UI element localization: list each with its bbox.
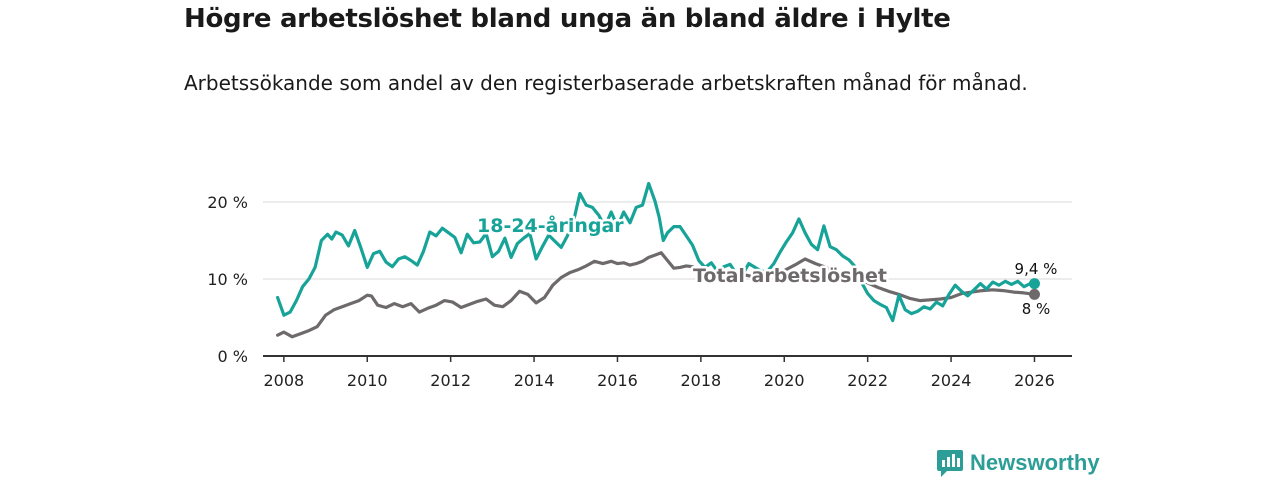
y-tick-label: 10 % xyxy=(207,270,248,289)
y-axis-labels: 0 % 10 % 20 % xyxy=(207,193,248,366)
x-tick-label: 2020 xyxy=(764,371,805,390)
end-value-label-18-24: 9,4 % xyxy=(1015,260,1058,278)
newsworthy-logo[interactable]: Newsworthy xyxy=(936,448,1100,478)
x-tick-label: 2010 xyxy=(347,371,388,390)
x-tick-label: 2008 xyxy=(263,371,304,390)
y-tick-label: 20 % xyxy=(207,193,248,212)
series-label-18-24: 18-24-åringar xyxy=(477,213,624,237)
newsworthy-logo-icon xyxy=(937,450,963,477)
chart-subtitle: Arbetssökande som andel av den registerb… xyxy=(184,71,1028,95)
series-line-1 xyxy=(276,251,1037,339)
x-tick-label: 2012 xyxy=(430,371,471,390)
y-tick-label: 0 % xyxy=(218,347,248,366)
x-tick-label: 2026 xyxy=(1014,371,1055,390)
x-tick-label: 2014 xyxy=(514,371,555,390)
x-tick-label: 2018 xyxy=(681,371,722,390)
series-label-total: Total arbetslöshet xyxy=(693,265,887,287)
x-tick-label: 2024 xyxy=(931,371,972,390)
series-end-point-1 xyxy=(1028,288,1040,300)
series-labels: 18-24-åringar Total arbetslöshet 9,4 % 8 % xyxy=(475,211,1060,321)
series-line-0 xyxy=(276,181,1037,323)
x-tick-label: 2016 xyxy=(597,371,638,390)
x-tick-label: 2022 xyxy=(847,371,888,390)
series-lines xyxy=(276,181,1040,339)
gridlines xyxy=(263,201,1072,280)
brand-name: Newsworthy xyxy=(970,450,1100,475)
end-value-label-total: 8 % xyxy=(1022,300,1051,318)
series-end-point-0 xyxy=(1028,278,1040,290)
chart-title: Högre arbetslöshet bland unga än bland ä… xyxy=(184,4,951,34)
x-axis-ticks: 2008 2010 2012 2014 2016 2018 2020 2022 2024 2026 xyxy=(263,356,1055,390)
